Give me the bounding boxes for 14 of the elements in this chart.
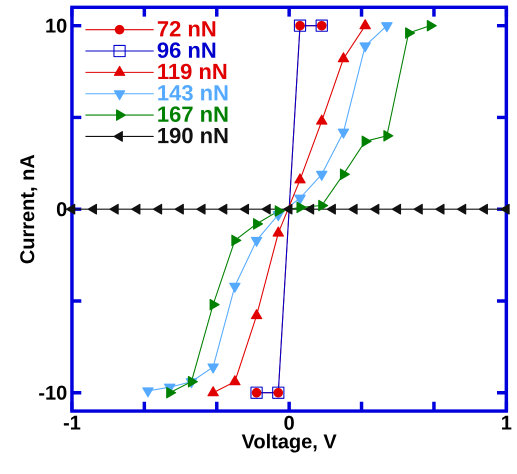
x-axis-title: Voltage, V <box>242 434 337 452</box>
y-tick-label: 0 <box>56 202 66 216</box>
y-tick-label: 10 <box>46 18 66 33</box>
legend-label: 167 nN <box>158 106 228 122</box>
x-tick-label: 1 <box>502 416 512 430</box>
x-tick-label: 0 <box>284 416 294 430</box>
legend-label: 190 nN <box>158 128 228 144</box>
legend-label: 119 nN <box>158 64 226 80</box>
y-axis-title: Current, nA <box>20 154 38 264</box>
legend-label: 143 nN <box>158 84 228 100</box>
legend-label: 72 nN <box>158 20 216 36</box>
legend-label: 96 nN <box>158 42 216 58</box>
x-tick-label: -1 <box>64 416 80 430</box>
y-tick-label: -10 <box>39 385 66 400</box>
